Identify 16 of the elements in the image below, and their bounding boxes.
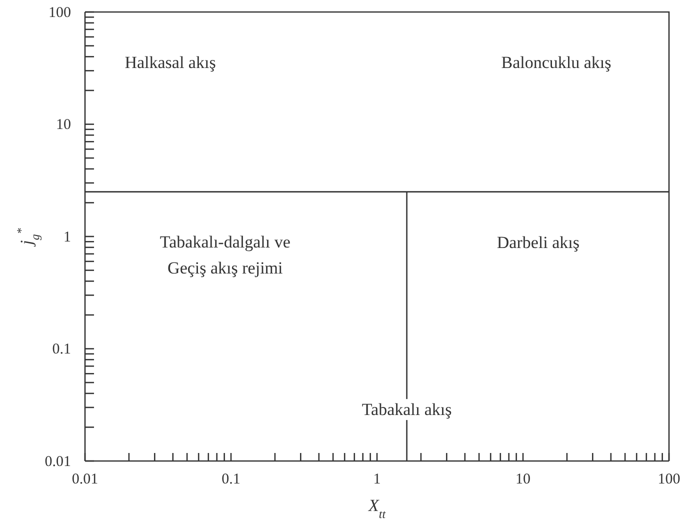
annotation: Halkasal akış: [124, 52, 216, 72]
x-tick-label: 0.1: [222, 472, 240, 488]
x-tick-label: 0.01: [72, 472, 98, 488]
y-tick-label: 0.01: [44, 454, 71, 470]
annotation: Darbeli akış: [496, 232, 580, 252]
annotation: Tabakalı akış: [362, 400, 452, 420]
x-tick-label: 10: [516, 472, 530, 488]
x-axis-title: X$_{tt}$: [368, 496, 386, 521]
y-tick-label: 100: [48, 4, 71, 21]
annotation: Baloncuklu akış: [501, 52, 612, 72]
x-tick-label: 1: [373, 472, 381, 488]
x-tick-label: 100: [658, 472, 680, 488]
y-tick-label: 0.1: [52, 342, 71, 358]
y-tick-label: 1: [64, 229, 71, 246]
y-tick-label: 10: [56, 117, 71, 134]
annotation: Tabakalı-dalgalı ve Geçiş akış rejimi: [160, 232, 290, 278]
